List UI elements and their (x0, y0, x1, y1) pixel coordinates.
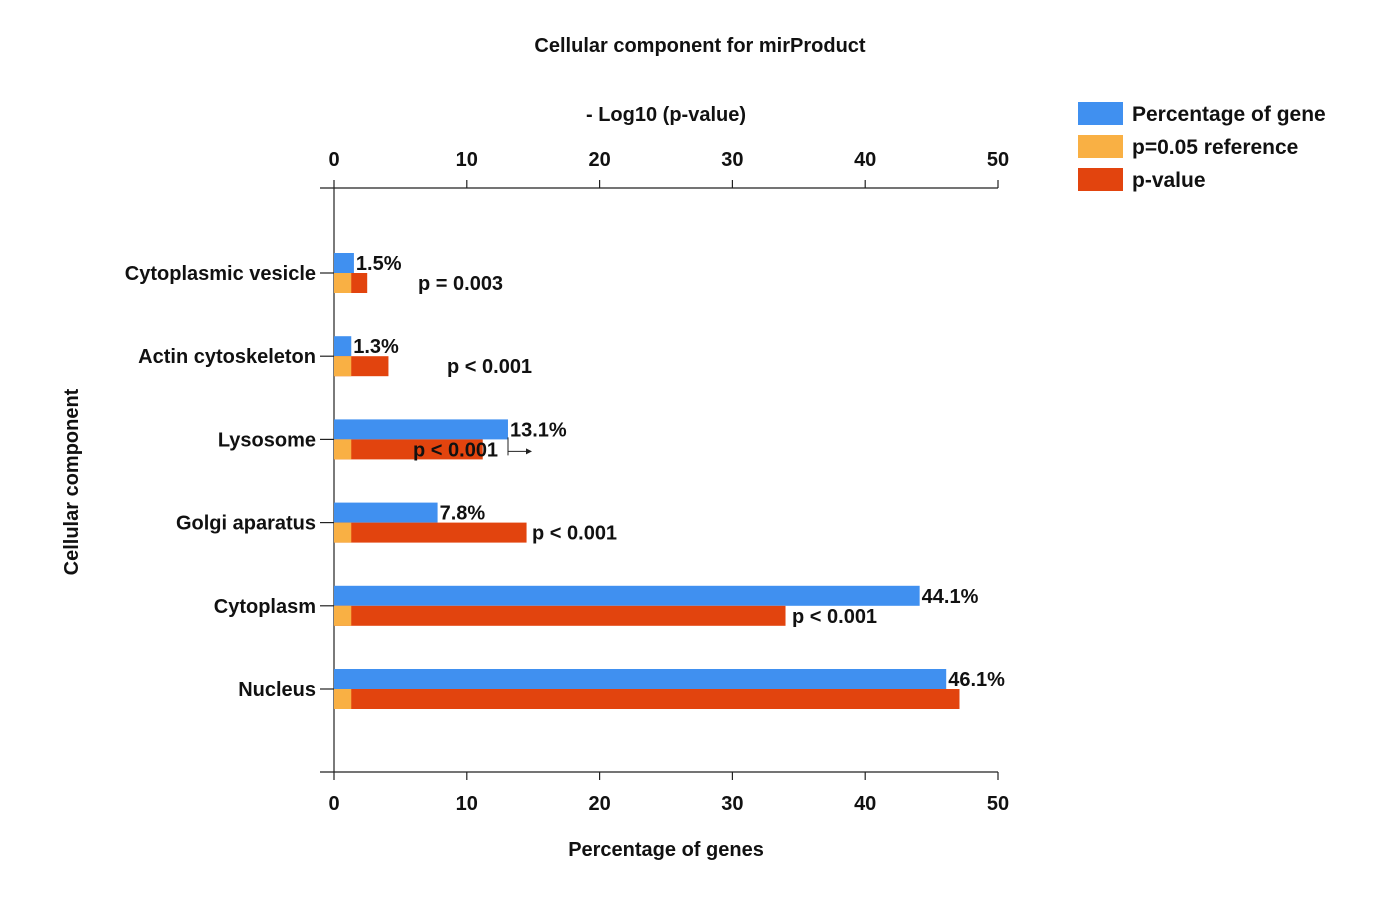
bar-p-value (334, 522, 527, 543)
legend-label: p-value (1132, 169, 1206, 192)
category-label: Actin cytoskeleton (138, 346, 316, 368)
bar-p-value (334, 439, 483, 460)
bar-reference (334, 439, 352, 460)
top-tick-label: 20 (588, 149, 610, 171)
category-label: Lysosome (218, 429, 316, 451)
data-label: 1.5% (356, 253, 402, 275)
data-label: 44.1% (922, 586, 979, 608)
axes: 0 0 10 10 20 20 30 30 40 40 50 50 (320, 149, 1009, 815)
top-tick-label: 10 (456, 149, 478, 171)
bar-reference (334, 689, 352, 709)
legend-swatch (1078, 102, 1123, 125)
chart-title: Cellular component for mirProduct (534, 35, 865, 57)
category-label: Nucleus (238, 679, 316, 701)
bottom-axis-title: Percentage of genes (568, 839, 764, 861)
bottom-tick-label: 20 (588, 793, 610, 815)
p-value-label: p < 0.001 (792, 606, 877, 628)
legend: Percentage of gene p=0.05 reference p-valu… (1078, 102, 1326, 192)
legend-label: p=0.05 reference (1132, 136, 1298, 159)
bar-percentage-of-gene (334, 669, 947, 689)
bar-reference (334, 522, 352, 543)
p-value-label: p < 0.001 (532, 523, 617, 545)
data-label: 46.1% (948, 669, 1005, 691)
bar-reference (334, 356, 352, 377)
category-label: Golgi aparatus (176, 513, 316, 535)
bar-p-value (334, 689, 960, 709)
category-label: Cytoplasm (214, 596, 316, 618)
bottom-tick-label: 50 (987, 793, 1009, 815)
top-tick-label: 50 (987, 149, 1009, 171)
labels: Cytoplasmic vesicle 1.5% Actin cytoskeleto… (125, 253, 1005, 701)
p-value-label: p = 0.003 (418, 273, 503, 295)
bottom-tick-label: 40 (854, 793, 876, 815)
y-axis-title: Cellular component (61, 388, 83, 575)
bottom-tick-label: 30 (721, 793, 743, 815)
data-label: 13.1% (510, 419, 567, 441)
data-label: 7.8% (440, 503, 486, 525)
legend-swatch (1078, 135, 1123, 158)
legend-label: Percentage of gene (1132, 103, 1326, 126)
p-value-label: p < 0.001 (447, 356, 532, 378)
category-label: Cytoplasmic vesicle (125, 263, 316, 285)
top-axis-title: - Log10 (p-value) (586, 104, 746, 126)
bar-percentage-of-gene (334, 419, 508, 440)
top-tick-label: 40 (854, 149, 876, 171)
data-label: 1.3% (353, 336, 399, 358)
bottom-tick-label: 0 (328, 793, 339, 815)
legend-swatch (1078, 168, 1123, 191)
bar-percentage-of-gene (334, 336, 352, 357)
bar-p-value (334, 605, 786, 626)
top-tick-label: 30 (721, 149, 743, 171)
bars (334, 253, 960, 709)
bar-percentage-of-gene (334, 253, 354, 273)
top-tick-label: 0 (328, 149, 339, 171)
bar-percentage-of-gene (334, 585, 920, 606)
annotation-arrow-head (526, 448, 532, 455)
bottom-tick-label: 10 (456, 793, 478, 815)
bar-reference (334, 273, 352, 293)
p-value-label: p < 0.001 (413, 439, 498, 461)
bar-percentage-of-gene (334, 502, 438, 523)
bar-reference (334, 605, 352, 626)
